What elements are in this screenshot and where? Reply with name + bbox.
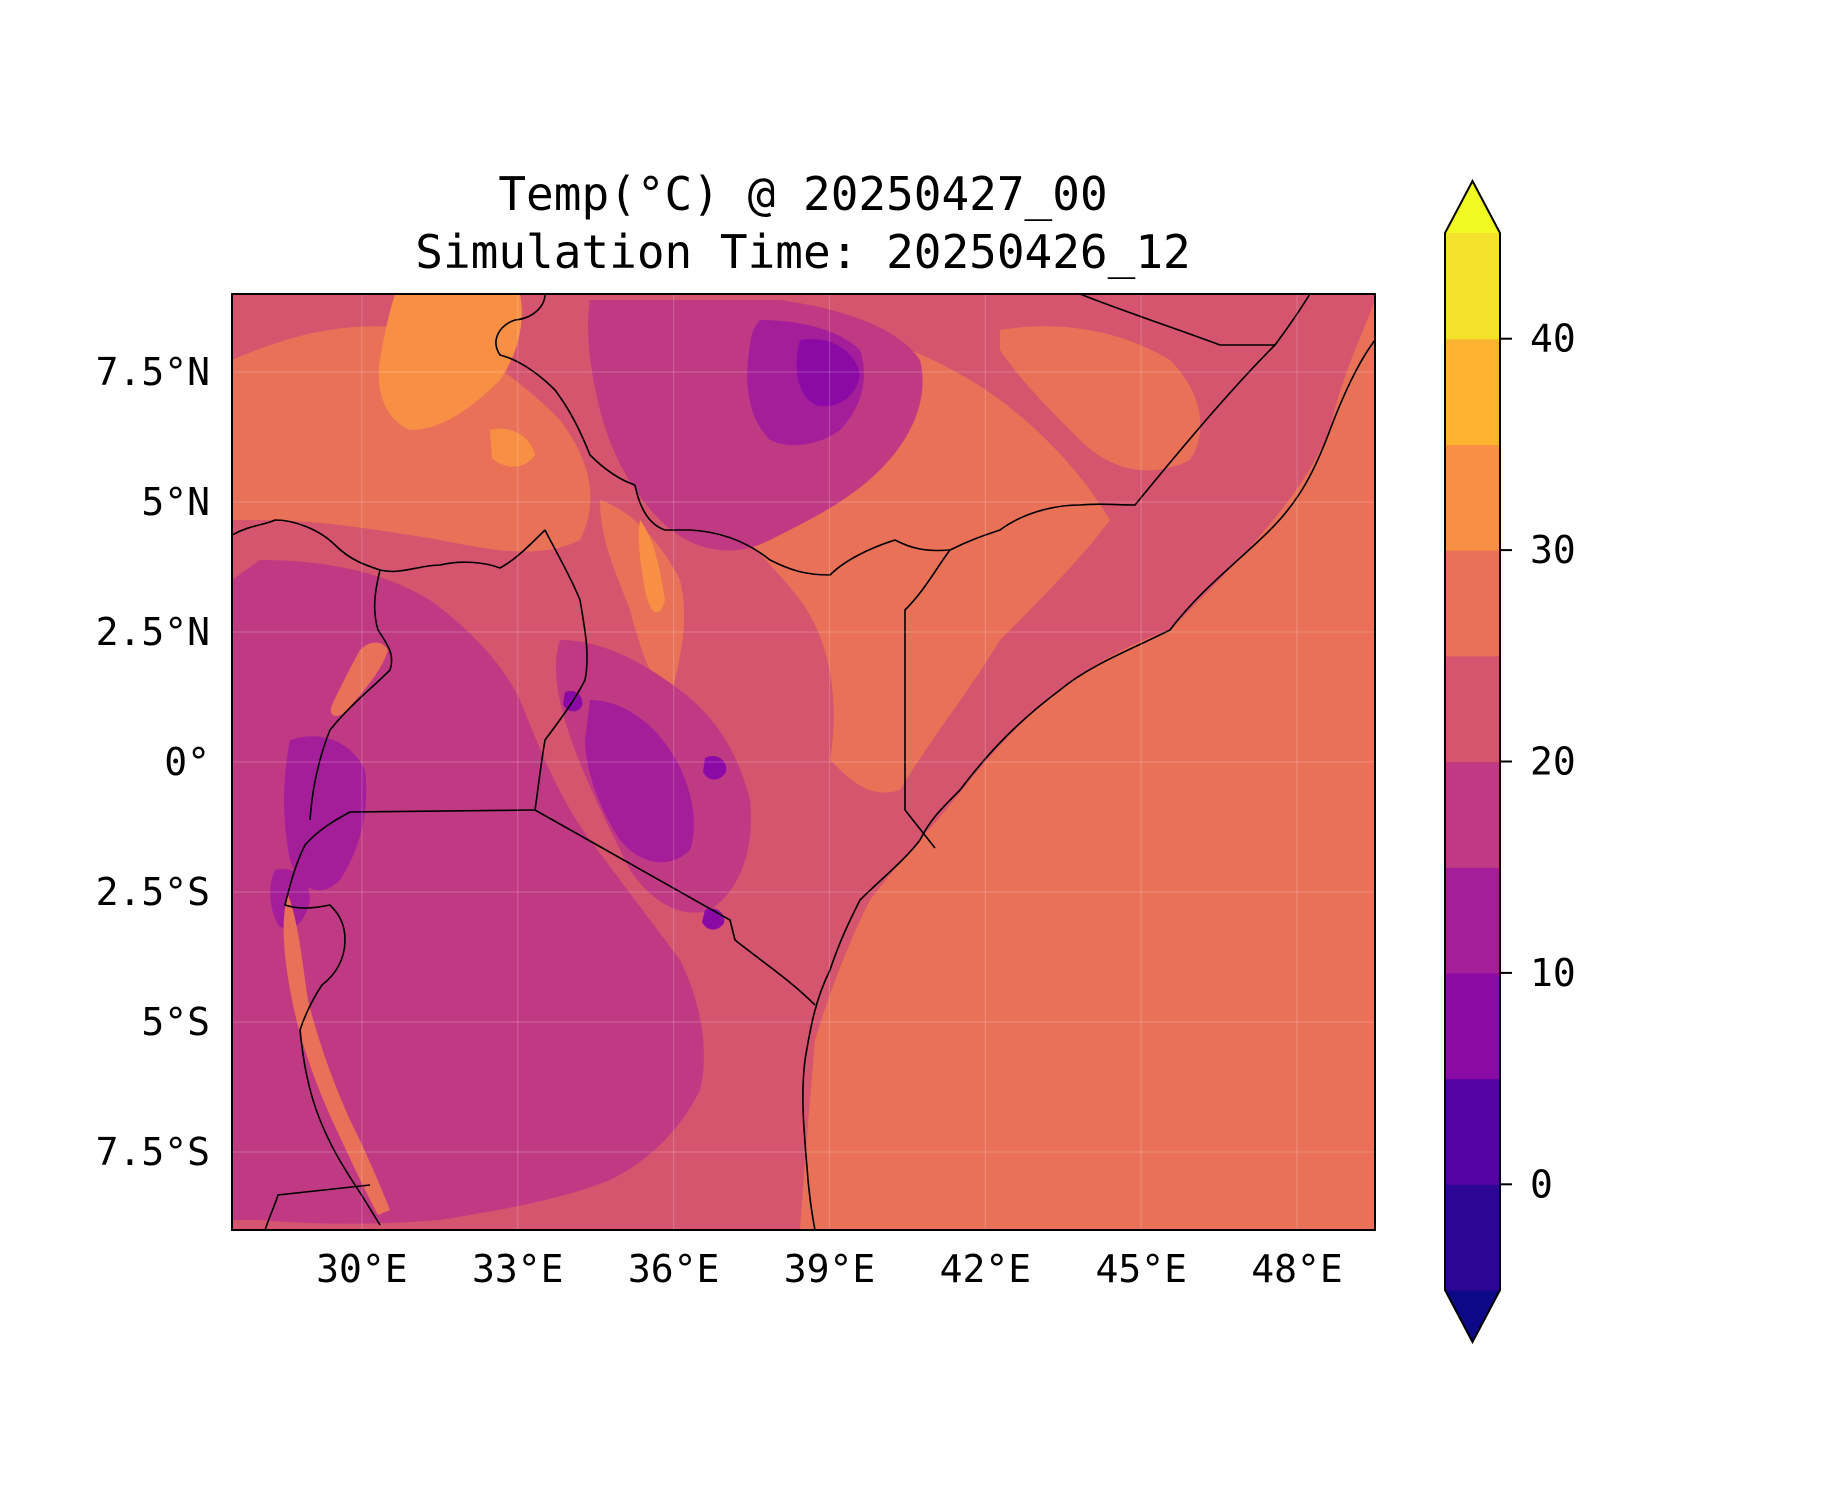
x-tick-label: 45°E [1095,1247,1187,1291]
coastline [802,339,1375,1230]
border-ethiopia-somalia [949,294,1311,551]
border-tanzania-kenya [534,809,816,1006]
border-uganda-east [534,529,588,811]
colorbar-tick-labels: 0 10 20 30 40 [1500,317,1576,1206]
border-rwanda-burundi [284,811,351,1031]
land-region-cold-rwenzori [284,736,367,891]
border-kenya-somalia [904,549,951,849]
lake-albert [330,642,388,716]
colorbar [1444,178,1501,1345]
x-tick-label: 39°E [784,1247,876,1291]
colorbar-segment [1445,972,1500,1080]
land-region-coldest-ethiopia [796,339,860,407]
colorbar-segment [1445,444,1500,551]
colorbar-tick-label: 0 [1530,1162,1553,1206]
colorbar-segment [1445,1184,1500,1291]
border-south-sudan-ethiopia [634,484,951,576]
map-title-line-1: Temp(°C) @ 20250427_00 [498,167,1107,221]
y-tick-label: 7.5°S [96,1130,210,1174]
x-tick-label: 48°E [1251,1247,1343,1291]
y-tick-label: 2.5°N [96,610,210,654]
colorbar-outline [1444,178,1501,1345]
colorbar-tick-label: 30 [1530,528,1576,572]
x-tick-label: 30°E [316,1247,408,1291]
border-djibouti [1079,294,1275,346]
colorbar-extend-high [1445,181,1500,233]
x-tick-label: 42°E [940,1247,1032,1291]
land-region-hot-turkana [638,520,665,613]
land-region-hot-sudan [378,294,522,430]
land-region-cold-kenya [585,700,694,863]
colorbar-tick-label: 20 [1530,740,1576,784]
x-tick-label: 36°E [628,1247,720,1291]
land-region-warm-northwest [232,326,591,552]
colorbar-extend-low [1445,1290,1500,1342]
y-tick-label: 7.5°N [96,350,210,394]
land-region-cold-kivu [270,869,310,929]
y-tick-label: 5°N [141,480,210,524]
map-plot-area [232,294,1375,1230]
border-drc-tanzania [299,1029,381,1226]
colorbar-segment [1445,867,1500,974]
border-uganda-west [309,569,393,821]
colorbar-segment [1445,233,1500,340]
country-borders [232,294,1311,1230]
colorbar-tick-label: 10 [1530,951,1576,995]
border-zambia [264,1184,371,1230]
land-region-cool-east-africa [232,560,704,1224]
colorbar-tick-label: 40 [1530,317,1576,361]
y-tick-labels: 7.5°N 5°N 2.5°N 0° 2.5°S 5°S 7.5°S [96,350,210,1174]
y-tick-label: 2.5°S [96,870,210,914]
colorbar-segment [1445,338,1500,445]
colorbar-segment [1445,550,1500,657]
x-tick-labels: 30°E 33°E 36°E 39°E 42°E 45°E 48°E [316,1247,1343,1291]
colorbar-segment [1445,761,1500,868]
x-tick-label: 33°E [472,1247,564,1291]
y-tick-label: 0° [164,740,210,784]
colorbar-segment [1445,655,1500,763]
border-south-sudan-north [495,294,636,486]
border-tanzania-north [349,809,536,813]
land-region-warm-turkana [600,500,685,700]
land-region-hot-sudan-small [490,428,535,467]
border-south-sudan-drc-uganda [232,519,546,573]
land-region-warm-north-east [1000,326,1201,471]
map-gridlines [232,294,1375,1230]
colorbar-segment [1445,1078,1500,1185]
land-region-coldest-mt-kenya [703,755,727,780]
y-tick-label: 5°S [141,1000,210,1044]
map-frame [231,293,1376,1231]
map-title-line-2: Simulation Time: 20250426_12 [415,225,1190,279]
lake-tanganyika [283,895,390,1215]
